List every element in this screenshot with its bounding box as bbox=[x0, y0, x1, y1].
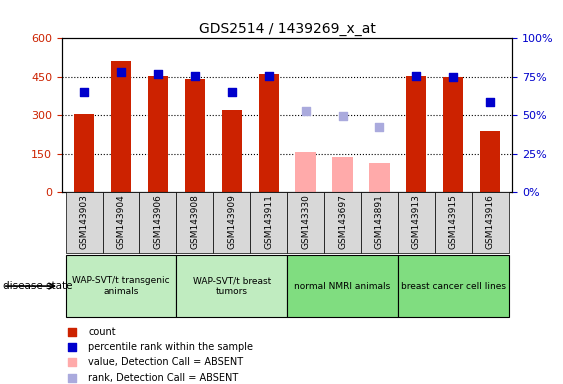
Text: WAP-SVT/t transgenic
animals: WAP-SVT/t transgenic animals bbox=[72, 276, 170, 296]
Text: GSM143916: GSM143916 bbox=[486, 194, 495, 249]
FancyBboxPatch shape bbox=[140, 192, 176, 253]
FancyBboxPatch shape bbox=[176, 255, 287, 318]
FancyBboxPatch shape bbox=[435, 192, 472, 253]
Bar bbox=[222, 110, 242, 192]
FancyBboxPatch shape bbox=[250, 192, 287, 253]
Text: GSM143697: GSM143697 bbox=[338, 194, 347, 249]
Point bbox=[486, 99, 495, 106]
Point bbox=[190, 73, 199, 79]
Bar bbox=[369, 162, 390, 192]
Text: WAP-SVT/t breast
tumors: WAP-SVT/t breast tumors bbox=[193, 276, 271, 296]
FancyBboxPatch shape bbox=[324, 192, 361, 253]
Text: value, Detection Call = ABSENT: value, Detection Call = ABSENT bbox=[88, 358, 243, 367]
FancyBboxPatch shape bbox=[213, 192, 250, 253]
Text: GSM143909: GSM143909 bbox=[227, 194, 236, 249]
Bar bbox=[148, 76, 168, 192]
Point bbox=[338, 113, 347, 119]
Text: normal NMRI animals: normal NMRI animals bbox=[294, 281, 391, 291]
Point bbox=[79, 89, 88, 95]
Point bbox=[67, 375, 76, 381]
FancyBboxPatch shape bbox=[472, 192, 508, 253]
Point bbox=[67, 359, 76, 366]
Text: GSM143891: GSM143891 bbox=[375, 194, 384, 249]
Text: rank, Detection Call = ABSENT: rank, Detection Call = ABSENT bbox=[88, 373, 239, 383]
Bar bbox=[111, 61, 131, 192]
Bar bbox=[332, 157, 352, 192]
Text: disease state: disease state bbox=[3, 281, 72, 291]
FancyBboxPatch shape bbox=[287, 192, 324, 253]
Point bbox=[117, 69, 126, 75]
FancyBboxPatch shape bbox=[66, 192, 102, 253]
FancyBboxPatch shape bbox=[102, 192, 140, 253]
Bar bbox=[443, 77, 463, 192]
Point bbox=[67, 329, 76, 335]
FancyBboxPatch shape bbox=[176, 192, 213, 253]
Bar bbox=[406, 76, 427, 192]
Text: GSM143903: GSM143903 bbox=[79, 194, 88, 249]
Text: GSM143330: GSM143330 bbox=[301, 194, 310, 249]
Point bbox=[375, 124, 384, 130]
Text: GSM143915: GSM143915 bbox=[449, 194, 458, 249]
Bar bbox=[258, 74, 279, 192]
FancyBboxPatch shape bbox=[66, 255, 176, 318]
Text: GSM143906: GSM143906 bbox=[153, 194, 162, 249]
Point bbox=[449, 74, 458, 80]
Text: breast cancer cell lines: breast cancer cell lines bbox=[401, 281, 506, 291]
FancyBboxPatch shape bbox=[398, 192, 435, 253]
FancyBboxPatch shape bbox=[398, 255, 508, 318]
Point bbox=[264, 73, 273, 79]
Point bbox=[412, 73, 421, 79]
Bar bbox=[185, 79, 205, 192]
Point bbox=[153, 71, 162, 77]
Text: GSM143913: GSM143913 bbox=[412, 194, 421, 249]
Point bbox=[67, 344, 76, 350]
Bar bbox=[74, 114, 94, 192]
Text: GSM143908: GSM143908 bbox=[190, 194, 199, 249]
Text: GSM143911: GSM143911 bbox=[264, 194, 273, 249]
Point bbox=[301, 108, 310, 114]
Bar bbox=[296, 152, 316, 192]
Text: percentile rank within the sample: percentile rank within the sample bbox=[88, 342, 253, 352]
Point bbox=[227, 89, 236, 95]
Text: count: count bbox=[88, 327, 116, 337]
Text: GSM143904: GSM143904 bbox=[117, 194, 126, 248]
FancyBboxPatch shape bbox=[361, 192, 398, 253]
Bar bbox=[480, 131, 501, 192]
Title: GDS2514 / 1439269_x_at: GDS2514 / 1439269_x_at bbox=[199, 22, 376, 36]
FancyBboxPatch shape bbox=[287, 255, 398, 318]
